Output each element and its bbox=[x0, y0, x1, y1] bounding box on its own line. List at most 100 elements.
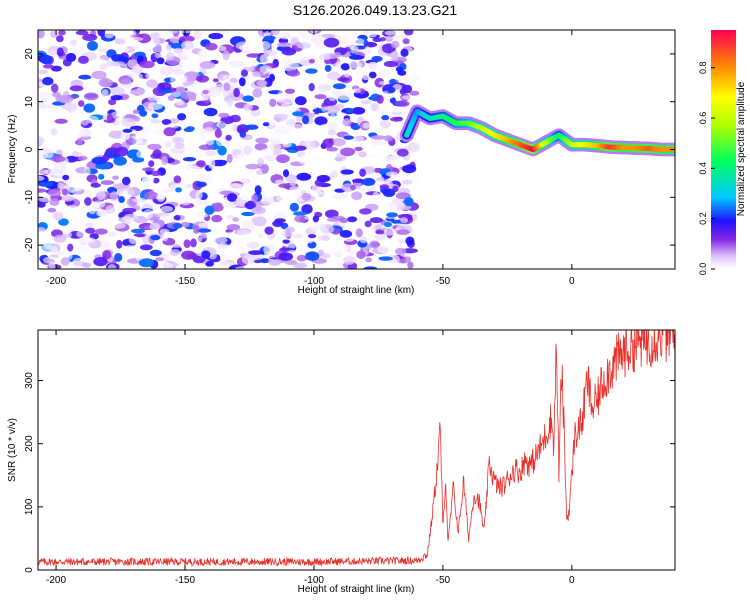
noise-cell bbox=[280, 102, 292, 112]
noise-cell bbox=[62, 188, 69, 196]
noise-cell bbox=[259, 54, 269, 64]
noise-cell bbox=[339, 230, 353, 238]
noise-cell bbox=[76, 137, 83, 146]
noise-cell bbox=[132, 109, 140, 115]
noise-cell bbox=[122, 176, 131, 186]
colorbar-label: Normalized spectral amplitude bbox=[736, 81, 747, 216]
noise-cell bbox=[407, 142, 420, 152]
noise-cell bbox=[181, 30, 192, 34]
y-tick-label: -10 bbox=[24, 190, 35, 205]
noise-cell bbox=[326, 146, 338, 152]
noise-cell bbox=[379, 184, 390, 190]
noise-cell bbox=[131, 228, 145, 234]
x-tick-label: -150 bbox=[175, 276, 195, 287]
noise-cell bbox=[244, 200, 257, 210]
noise-cell bbox=[320, 33, 336, 38]
noise-cell bbox=[351, 135, 365, 143]
noise-cell bbox=[401, 95, 415, 100]
noise-cell bbox=[356, 212, 364, 223]
noise-cell bbox=[254, 185, 262, 195]
noise-cell bbox=[277, 42, 292, 48]
noise-cell bbox=[38, 188, 47, 193]
noise-cell bbox=[75, 30, 89, 36]
noise-cell bbox=[177, 74, 188, 84]
noise-cell bbox=[225, 134, 232, 141]
noise-cell bbox=[186, 184, 194, 188]
noise-cell bbox=[193, 30, 202, 39]
noise-cell bbox=[371, 55, 383, 62]
noise-cell bbox=[195, 190, 203, 200]
noise-cell bbox=[197, 49, 208, 60]
noise-cell bbox=[397, 239, 407, 244]
noise-cell bbox=[190, 238, 197, 248]
noise-cell bbox=[80, 237, 96, 244]
noise-cell bbox=[169, 249, 181, 256]
noise-cell bbox=[84, 92, 99, 101]
noise-cell bbox=[118, 75, 132, 85]
noise-cell bbox=[139, 110, 148, 117]
noise-cell bbox=[351, 202, 359, 210]
noise-cell bbox=[237, 127, 245, 134]
noise-cell bbox=[302, 115, 310, 125]
noise-cell bbox=[175, 99, 185, 106]
y-tick-label: -20 bbox=[24, 237, 35, 252]
noise-cell bbox=[335, 112, 347, 117]
noise-cell bbox=[172, 223, 183, 229]
noise-cell bbox=[385, 35, 393, 42]
noise-cell bbox=[305, 251, 320, 261]
noise-cell bbox=[122, 207, 137, 214]
noise-cell bbox=[400, 48, 409, 57]
noise-cell bbox=[50, 65, 62, 72]
noise-cell bbox=[158, 139, 168, 144]
x-tick-label: -200 bbox=[46, 276, 66, 287]
noise-cell bbox=[347, 216, 358, 223]
noise-cell bbox=[318, 131, 328, 136]
noise-cell bbox=[400, 217, 408, 224]
noise-cell bbox=[226, 224, 241, 231]
noise-cell bbox=[88, 63, 98, 71]
noise-cell bbox=[241, 219, 255, 229]
noise-cell bbox=[208, 32, 224, 40]
noise-cell bbox=[369, 103, 380, 111]
noise-cell bbox=[340, 158, 348, 166]
noise-cell bbox=[81, 189, 92, 198]
noise-cell bbox=[260, 197, 275, 205]
noise-cell bbox=[70, 39, 78, 46]
noise-cell bbox=[206, 139, 215, 146]
noise-cell bbox=[154, 207, 161, 215]
noise-cell bbox=[57, 182, 64, 189]
noise-cell bbox=[284, 190, 291, 201]
noise-cell bbox=[383, 135, 394, 142]
noise-cell bbox=[322, 138, 334, 148]
noise-cell bbox=[38, 193, 52, 203]
noise-cell bbox=[58, 218, 69, 226]
noise-cell bbox=[138, 258, 154, 268]
noise-cell bbox=[89, 82, 100, 90]
noise-cell bbox=[363, 41, 378, 48]
noise-cell bbox=[351, 88, 361, 94]
colorbar-tick-label: 0.8 bbox=[698, 61, 708, 74]
noise-cell bbox=[205, 150, 217, 157]
y-tick-label: 100 bbox=[24, 498, 35, 515]
noise-cell bbox=[282, 140, 293, 148]
noise-cell bbox=[386, 212, 398, 218]
noise-cell bbox=[244, 124, 259, 130]
noise-cell bbox=[83, 103, 96, 113]
noise-cell bbox=[276, 154, 290, 164]
noise-cell bbox=[319, 223, 326, 233]
noise-cell bbox=[363, 266, 378, 269]
chart-title: S126.2026.049.13.23.G21 bbox=[292, 2, 458, 18]
noise-cell bbox=[362, 177, 376, 186]
noise-cell bbox=[105, 205, 116, 214]
noise-cell bbox=[343, 255, 356, 265]
noise-cell bbox=[108, 231, 117, 237]
noise-cell bbox=[104, 32, 115, 39]
noise-cell bbox=[180, 49, 191, 58]
noise-cell bbox=[251, 216, 267, 227]
noise-cell bbox=[240, 178, 251, 184]
noise-cell bbox=[76, 230, 84, 238]
snr-frame bbox=[37, 329, 676, 571]
noise-cell bbox=[162, 188, 174, 193]
noise-cell bbox=[226, 153, 233, 163]
noise-cell bbox=[383, 202, 398, 213]
